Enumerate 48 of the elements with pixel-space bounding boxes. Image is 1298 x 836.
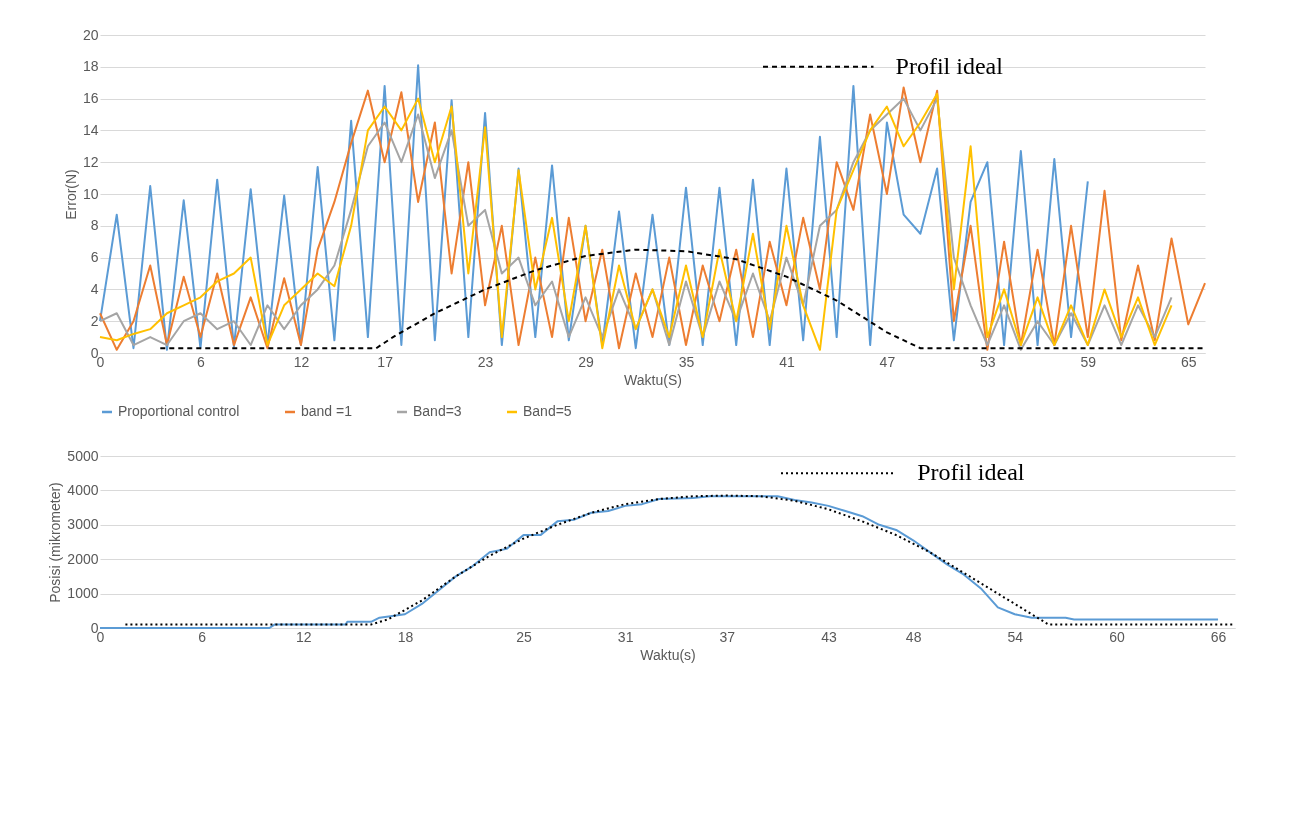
x-tick-label: 6 [198,628,207,645]
x-tick-label: 65 [1180,353,1197,370]
legend-label: band =1 [301,403,353,419]
y-tick-label: 16 [82,90,99,107]
x-tick-label: 54 [1007,628,1024,645]
y-axis-title: Posisi (mikrometer) [47,482,64,603]
y-tick-label: 6 [90,249,99,266]
y-tick-label: 20 [82,26,99,43]
x-axis-title: Waktu(S) [624,371,682,388]
legend-label: Band=5 [523,403,572,419]
x-tick-label: 29 [578,353,595,370]
legend-label: Band=3 [413,403,462,419]
y-tick-label: 1000 [67,585,99,602]
y-tick-label: 12 [82,153,99,170]
x-tick-label: 59 [1080,353,1097,370]
y-tick-label: 10 [82,185,99,202]
x-tick-label: 48 [905,628,922,645]
x-tick-label: 37 [719,628,736,645]
y-tick-label: 4000 [67,481,99,498]
x-tick-label: 53 [980,353,996,370]
x-tick-label: 47 [879,353,896,370]
x-tick-label: 6 [197,353,206,370]
x-tick-label: 23 [477,353,494,370]
x-tick-label: 41 [779,353,795,370]
x-tick-label: 66 [1210,628,1227,645]
y-tick-label: 8 [90,217,99,234]
x-tick-label: 35 [678,353,695,370]
line-series [159,248,1206,350]
y-tick-label: 3000 [67,516,99,533]
x-tick-label: 25 [516,628,532,645]
y-tick-label: 14 [82,121,99,138]
x-tick-label: 17 [377,353,394,370]
y-tick-label: 18 [82,58,99,75]
x-tick-label: 31 [617,628,634,645]
x-tick-label: 12 [293,353,310,370]
x-tick-label: 60 [1109,628,1125,645]
y-tick-label: 5000 [67,447,99,464]
x-axis-title: Waktu(s) [640,646,696,663]
y-axis-title: Error(N) [62,169,79,220]
x-tick-label: 43 [821,628,837,645]
y-tick-label: 4 [90,280,99,297]
legend-label: Profil ideal [895,52,1004,79]
y-tick-label: 2000 [67,550,99,567]
x-tick-label: 12 [295,628,312,645]
legend-label: Profil ideal [917,459,1025,486]
x-tick-label: 18 [397,628,414,645]
legend-label: Proportional control [118,403,240,419]
y-tick-label: 2 [90,312,99,329]
